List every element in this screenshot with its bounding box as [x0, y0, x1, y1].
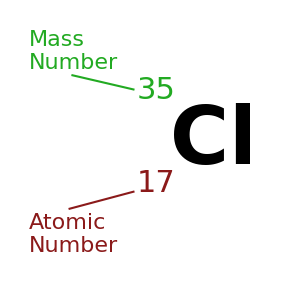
Text: Mass
Number: Mass Number: [28, 30, 118, 73]
Text: 35: 35: [136, 76, 175, 105]
Text: Cl: Cl: [170, 103, 257, 181]
Text: 17: 17: [136, 169, 175, 198]
Text: Atomic
Number: Atomic Number: [28, 213, 118, 256]
